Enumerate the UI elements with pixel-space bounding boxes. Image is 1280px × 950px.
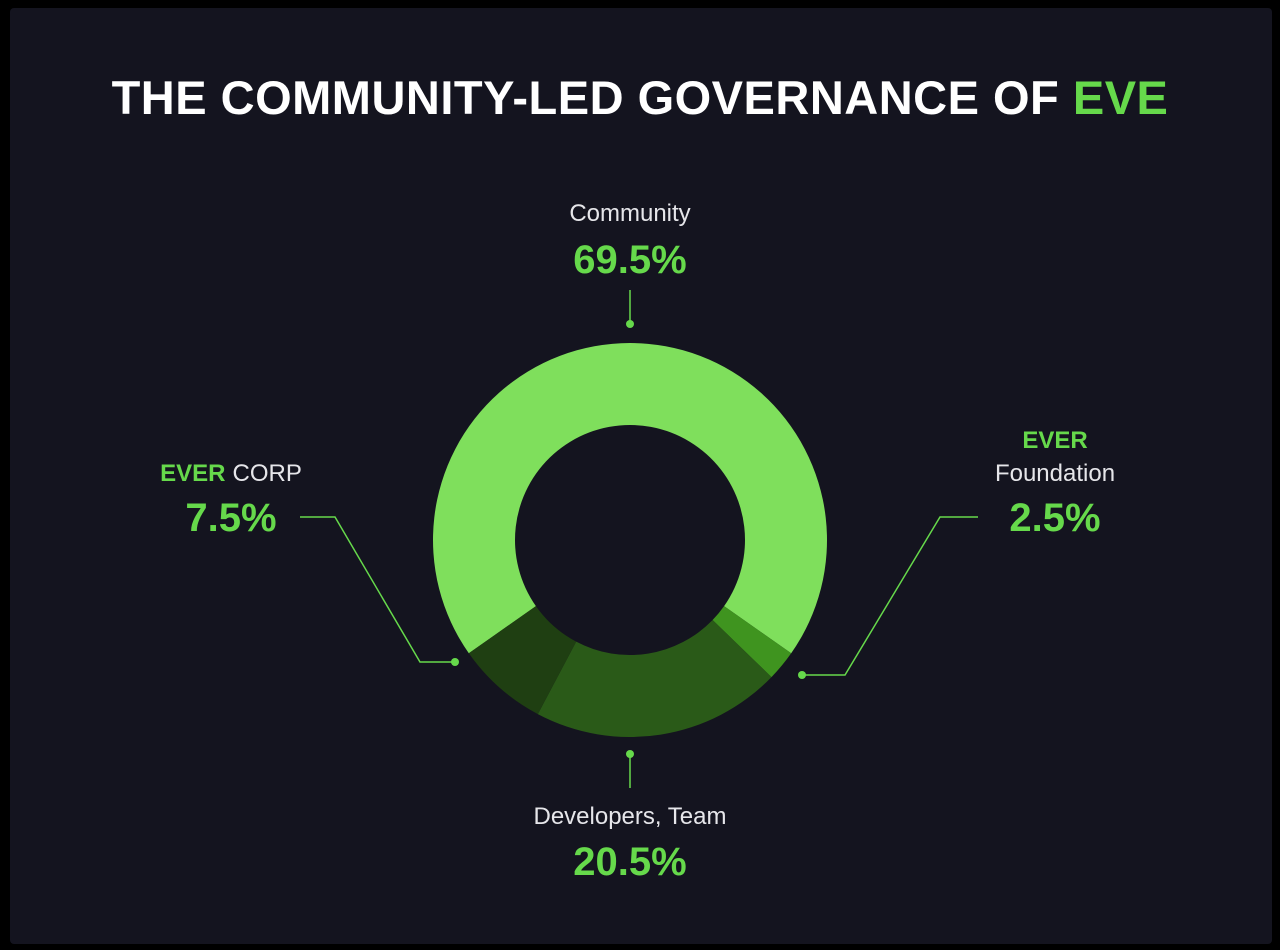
chart-title-accent: EVE — [1072, 71, 1169, 124]
slice-developers-team — [537, 620, 772, 737]
label-community: Community — [569, 200, 690, 227]
leader-foundation — [804, 516, 978, 676]
value-foundation: 2.5% — [1009, 496, 1100, 540]
slice-ever-foundation — [712, 606, 792, 678]
value-developers: 20.5% — [573, 840, 686, 884]
slice-community — [433, 343, 827, 654]
slice-ever-corp — [468, 606, 577, 715]
leader-corp — [300, 516, 452, 663]
label-foundation: Foundation — [995, 460, 1115, 487]
chart-frame — [10, 8, 1272, 944]
label-corp-line: EVER CORP — [160, 460, 302, 487]
value-corp: 7.5% — [185, 496, 276, 540]
label-corp-accent: EVER — [160, 460, 225, 487]
leader-dot-community — [626, 320, 634, 328]
label-developers: Developers, Team — [534, 803, 727, 830]
label-corp: CORP — [233, 460, 302, 487]
chart-title-text: THE COMMUNITY-LED GOVERNANCE OF — [111, 71, 1060, 124]
leader-dot-developers — [626, 750, 634, 758]
label-foundation-accent: EVER — [1022, 427, 1087, 454]
chart-title: THE COMMUNITY-LED GOVERNANCE OF EVE — [0, 70, 1280, 125]
leader-dot-foundation — [798, 671, 806, 679]
donut-slices — [433, 343, 827, 737]
leader-dot-corp — [451, 658, 459, 666]
value-community: 69.5% — [573, 238, 686, 282]
